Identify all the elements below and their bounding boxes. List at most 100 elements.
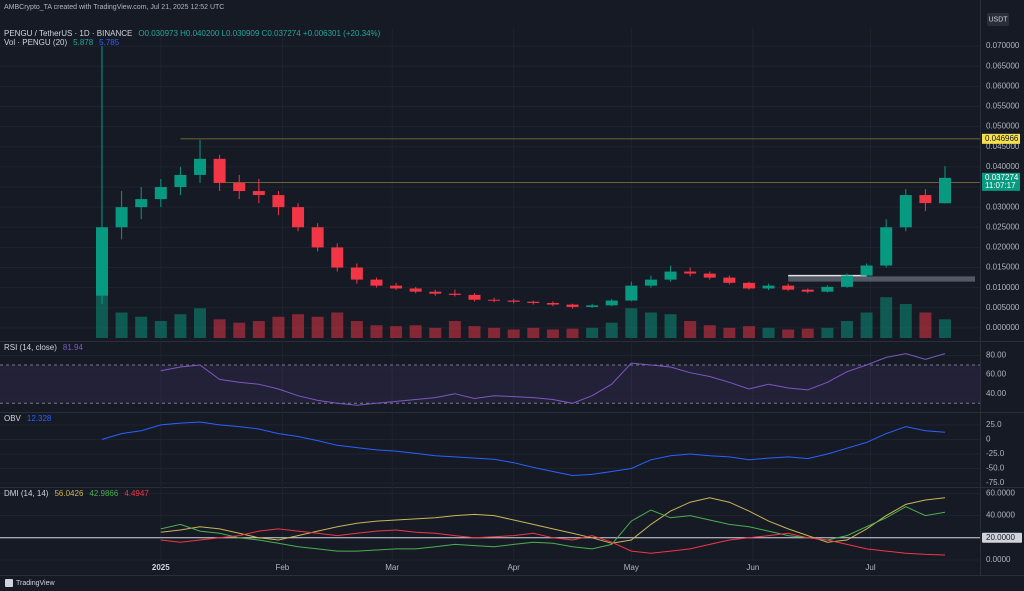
candle-body [899,195,912,228]
legend-text: PENGU / TetherUS · 1D · BINANCE [4,29,132,38]
legend-text: 42.9866 [89,489,118,498]
volume-bar [546,329,559,338]
candle-body [468,294,481,300]
volume-bar [586,327,599,338]
candle-body [390,285,403,289]
legend-text: RSI (14, close) [4,343,57,352]
level-label: 0.046966 [985,134,1019,143]
x-tick-label: 2025 [152,563,170,572]
candle-body [919,195,932,204]
candle-body [703,273,716,278]
x-tick-label: Feb [275,563,289,572]
y-tick-label: 0.025000 [986,222,1020,231]
volume-bar [840,321,853,338]
candle-body [782,285,795,290]
candle-body [429,291,442,294]
volume-bar [390,326,403,338]
candle-body [350,267,363,280]
candle-body [684,271,697,274]
legend-text: OBV [4,414,22,423]
candle-body [880,227,893,266]
y-tick-label: 0.060000 [986,81,1020,90]
candle-body [801,289,814,292]
candle-body [507,300,520,302]
countdown: 11:07:17 [985,181,1016,190]
candle-body [174,174,187,188]
volume-bar [762,327,775,338]
volume-bar [664,314,677,338]
x-tick-label: Apr [507,563,520,572]
volume-bar [115,312,128,338]
volume-bar [429,327,442,338]
candle-body [723,277,736,283]
candle-body [331,247,344,268]
volume-bar [252,321,265,338]
candle-body [252,191,265,196]
legend-text: 4.4947 [124,489,149,498]
y-tick-label: 60.00 [986,370,1007,379]
volume-bar [742,326,755,338]
y-tick-label: 0.0000 [986,555,1011,564]
y-tick-label: 0.065000 [986,61,1020,70]
candle-body [115,207,128,228]
y-tick-label: 40.0000 [986,511,1015,520]
volume-bar [880,297,893,338]
candle-body [605,300,618,306]
y-tick-label: 25.0 [986,420,1002,429]
volume-bar [488,327,501,338]
candle-body [154,187,167,200]
indicator-line [160,497,946,544]
y-tick-label: -75.0 [986,478,1005,487]
candle-body [409,288,422,292]
candle-body [546,302,559,305]
volume-bar [625,308,638,338]
candle-body [311,227,324,248]
candle-body [566,304,579,307]
candle-body [840,275,853,287]
y-tick-label: 0.045000 [986,142,1020,151]
y-tick-label: 80.00 [986,351,1007,360]
indicator-line [160,353,946,406]
volume-bar [821,327,834,338]
volume-bar [703,325,716,338]
y-tick-label: 0.005000 [986,303,1020,312]
currency-box [987,13,1009,26]
volume-bar [370,325,383,338]
candle-body [96,227,108,296]
y-tick-label: 0 [986,435,991,444]
volume-bar [409,325,422,338]
legend-text: 12.328 [27,414,52,423]
volume-bar [507,329,520,338]
rsi-band [0,365,980,404]
candle-body [233,182,246,192]
candle-body [625,285,638,301]
candle-body [586,305,599,307]
volume-bar [174,314,187,338]
price-label-box [982,172,1020,191]
x-tick-label: Mar [385,563,399,572]
volume-bar [292,314,305,338]
candle-body [370,279,383,286]
candle-body [272,195,285,208]
level-label-box [982,133,1020,144]
y-tick-label: 60.0000 [986,488,1015,497]
volume-bar [135,316,148,338]
candle-body [448,293,461,295]
candle-body [194,158,207,175]
volume-bar [468,326,481,338]
y-tick-label: 20.0000 [986,533,1015,542]
attribution: AMBCrypto_TA created with TradingView.co… [4,4,224,11]
highlight-box [982,532,1022,543]
x-tick-label: Jun [746,563,759,572]
volume-bar [213,319,226,338]
price-label: 0.037274 [985,173,1019,182]
indicator-line [101,421,946,477]
volume-bar [527,327,540,338]
logo-icon [5,579,13,587]
y-tick-label: 0.015000 [986,263,1020,272]
legend-text: DMI (14, 14) [4,489,49,498]
volume-bar [233,322,246,338]
candle-body [644,279,657,286]
candle-body [742,282,755,289]
